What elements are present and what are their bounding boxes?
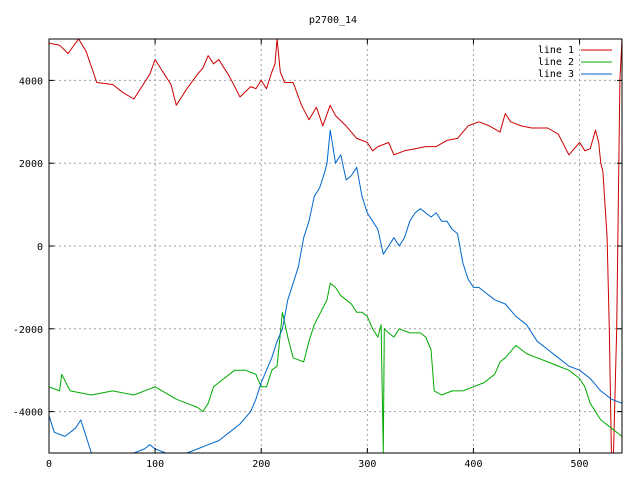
y-tick-label: 2000 — [19, 159, 43, 170]
x-tick-label: 100 — [146, 459, 164, 470]
legend-label-1: line 1 — [538, 45, 574, 56]
y-tick-label: -2000 — [13, 325, 43, 336]
x-tick-label: 0 — [46, 459, 52, 470]
legend-label-2: line 2 — [538, 57, 574, 68]
x-tick-label: 200 — [252, 459, 270, 470]
series-line-3 — [49, 129, 622, 453]
series-group — [49, 39, 622, 453]
legend-label-3: line 3 — [538, 69, 574, 80]
grid — [49, 39, 622, 453]
series-line-1 — [49, 39, 622, 453]
series-line-2 — [49, 282, 622, 453]
x-tick-label: 300 — [358, 459, 376, 470]
x-tick-label: 500 — [571, 459, 589, 470]
x-tick-label: 400 — [464, 459, 482, 470]
y-tick-label: 4000 — [19, 76, 43, 87]
axes: 0 100 200 300 400 500 -4000 -2000 0 2000 4000 — [13, 39, 622, 470]
y-tick-label: 0 — [37, 242, 43, 253]
chart-title: p2700_14 — [309, 15, 357, 26]
y-tick-label: -4000 — [13, 408, 43, 419]
